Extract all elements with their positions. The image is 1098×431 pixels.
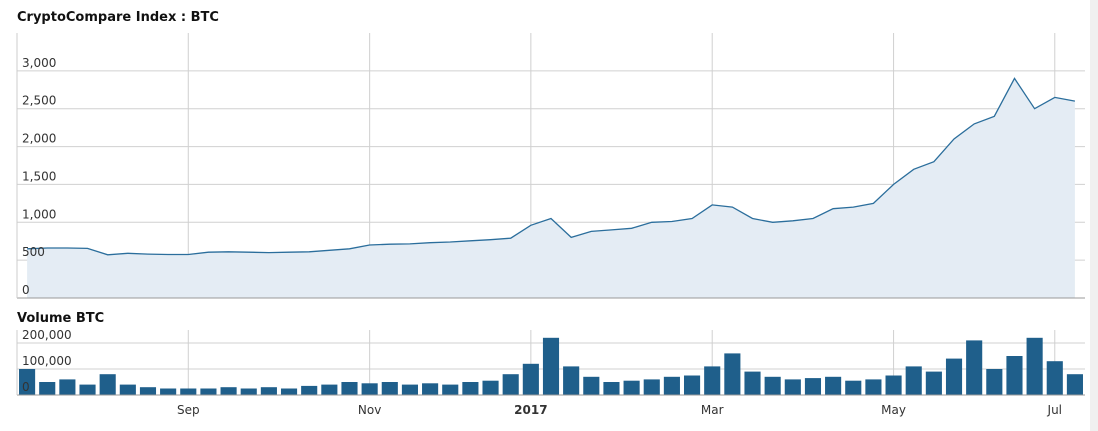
bar — [583, 376, 600, 395]
bar — [119, 384, 136, 395]
x-tick-label: Mar — [701, 403, 724, 417]
bar — [240, 388, 257, 395]
bar — [542, 337, 560, 395]
y-tick-label: 2,500 — [22, 94, 56, 108]
bar — [1046, 361, 1063, 395]
y-tick-label: 0 — [22, 380, 30, 394]
bar — [19, 369, 36, 395]
chart-title: Volume BTC — [17, 311, 104, 326]
bar — [99, 374, 116, 395]
area-fill — [27, 78, 1075, 299]
bar — [603, 382, 620, 395]
bar — [502, 374, 519, 395]
bar — [361, 383, 378, 395]
bar — [563, 366, 580, 395]
price-line — [27, 77, 1076, 256]
bar — [462, 382, 479, 395]
bar — [139, 387, 157, 395]
x-tick-label: Nov — [358, 403, 381, 417]
bar — [925, 371, 942, 395]
bar — [865, 379, 882, 395]
bar — [804, 378, 822, 395]
bar — [180, 388, 197, 395]
y-tick-label: 1,500 — [22, 169, 56, 183]
y-tick-label: 200,000 — [22, 328, 72, 342]
bar — [1026, 337, 1043, 395]
y-tick-label: 2,000 — [22, 132, 56, 146]
bar — [784, 379, 801, 395]
bar — [1066, 374, 1083, 395]
bar — [482, 380, 499, 395]
bar — [905, 366, 922, 395]
bar — [422, 383, 439, 395]
bar — [643, 379, 660, 395]
bar — [845, 380, 862, 395]
x-tick-label: May — [881, 403, 906, 417]
bar — [724, 353, 741, 395]
bar — [59, 379, 76, 395]
bar — [280, 388, 298, 395]
bar — [442, 384, 459, 395]
bar — [966, 340, 983, 395]
bar — [623, 380, 640, 395]
bar — [704, 366, 721, 395]
bar — [885, 375, 902, 395]
bar — [986, 369, 1003, 395]
bar — [341, 382, 358, 395]
bar — [160, 388, 177, 395]
y-tick-label: 0 — [22, 283, 30, 297]
bar — [220, 387, 237, 395]
y-tick-label: 500 — [22, 245, 45, 259]
bar — [1006, 356, 1023, 395]
bar — [79, 384, 96, 395]
bar — [663, 376, 680, 395]
y-tick-label: 3,000 — [22, 56, 56, 70]
bar — [825, 376, 842, 395]
bar — [200, 388, 217, 395]
bar — [39, 382, 56, 395]
x-tick-label: Sep — [177, 403, 200, 417]
bar — [744, 371, 761, 395]
y-tick-label: 1,000 — [22, 207, 56, 221]
bar — [381, 382, 398, 395]
y-tick-label: 100,000 — [22, 354, 72, 368]
bar — [764, 376, 781, 395]
chart-title: CryptoCompare Index : BTC — [17, 10, 219, 25]
bar — [522, 363, 539, 395]
bar — [401, 384, 419, 395]
bar — [321, 384, 338, 395]
bar — [945, 358, 963, 395]
scrollbar-strip — [1090, 0, 1098, 431]
x-tick-label: 2017 — [514, 403, 547, 417]
bar — [301, 385, 318, 395]
bar — [683, 375, 701, 395]
bar — [260, 387, 277, 395]
x-tick-label: Jul — [1047, 403, 1062, 417]
